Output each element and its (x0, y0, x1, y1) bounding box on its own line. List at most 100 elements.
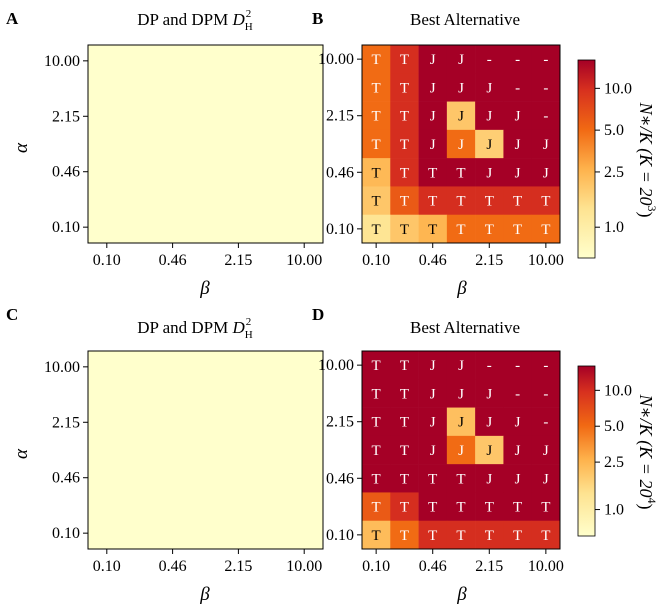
heatmap-cell (531, 101, 561, 131)
cell-label: T (456, 165, 465, 181)
heatmap-cell (390, 351, 419, 380)
y-tick-label: 10.00 (318, 357, 354, 374)
heatmap-cell (390, 214, 419, 244)
axis-ticks: 0.10 0.46 2.15 10.00 0.10 0.46 2.15 10.00 (44, 53, 322, 269)
heatmap-cell (503, 464, 533, 493)
cell-label: T (428, 528, 437, 544)
cell-label: T (400, 500, 409, 516)
panel-title: DP and DPM DH2 (137, 8, 253, 33)
colorbar-ticks: 1.0 2.5 5.0 10.0 (595, 80, 632, 236)
cell-label: T (372, 386, 381, 402)
heatmap-cell (390, 435, 419, 465)
x-tick-label: 0.10 (93, 252, 121, 269)
heatmap-cell (390, 101, 419, 131)
y-tick-label: 2.15 (326, 108, 354, 125)
colorbar-tick-label: 10.0 (604, 80, 632, 97)
x-tick-label: 2.15 (475, 252, 503, 269)
axis-ticks: 0.10 0.46 2.15 10.00 0.10 0.46 2.15 10.00 (318, 357, 564, 575)
cell-label: - (543, 415, 548, 431)
x-tick-label: 0.46 (159, 558, 187, 575)
y-tick-label: 0.10 (52, 525, 80, 542)
cell-label: T (400, 194, 409, 210)
heatmap-cell (362, 129, 391, 159)
cell-label: J (458, 109, 464, 125)
y-axis-label: α (11, 448, 32, 459)
cell-label: T (400, 137, 409, 153)
cell-label: T (485, 194, 494, 210)
x-tick-label: 10.00 (528, 252, 564, 269)
heatmap-cell (446, 129, 476, 159)
heatmap-cell (418, 379, 448, 408)
x-axis-label: β (199, 278, 210, 299)
heatmap-cell (503, 407, 533, 437)
cell-label: - (515, 358, 520, 374)
y-tick-label: 2.15 (326, 414, 354, 431)
heatmap-cell (475, 45, 504, 74)
y-tick-label: 10.00 (44, 359, 80, 376)
cell-label: T (400, 80, 409, 96)
heatmap-cell (503, 158, 533, 187)
heatmap-cell (362, 435, 391, 465)
x-tick-label: 0.46 (159, 252, 187, 269)
cell-label: T (456, 528, 465, 544)
cell-label: T (400, 528, 409, 544)
cell-label: T (485, 528, 494, 544)
heatmap-cell (418, 158, 448, 187)
x-tick-label: 10.00 (286, 558, 322, 575)
cell-label: J (515, 137, 521, 153)
cell-label: T (513, 222, 522, 238)
heatmap-cell (390, 129, 419, 159)
cell-label: J (458, 52, 464, 68)
cell-label: T (456, 500, 465, 516)
panel-letter: C (6, 305, 18, 324)
cell-label: J (458, 443, 464, 459)
heatmap-cell (503, 492, 533, 522)
heatmap-cell (362, 186, 391, 216)
cell-label: T (485, 500, 494, 516)
cell-label: J (543, 137, 549, 153)
axis-ticks: 0.10 0.46 2.15 10.00 0.10 0.46 2.15 10.00 (318, 51, 564, 269)
heatmap-cell (362, 351, 391, 380)
heatmap-cell (390, 492, 419, 522)
heatmap-grid: T T J J - - -T T J J J - -T T J J J J -T T J J J J JT T T T J J JT T T T T… (361, 44, 561, 244)
cell-label: J (486, 109, 492, 125)
heatmap-cell (475, 379, 504, 408)
cell-label: - (515, 52, 520, 68)
cell-label: T (400, 165, 409, 181)
panel-a: A DP and DPM DH2 0.10 0.46 2.15 10.000.100.… (6, 8, 324, 299)
cell-label: T (428, 222, 437, 238)
colorbar-tick-label: 2.5 (604, 164, 624, 181)
cell-label: T (400, 415, 409, 431)
heatmap-cell (446, 158, 476, 187)
cell-label: T (456, 471, 465, 487)
heatmap-cell (475, 129, 504, 159)
heatmap-cell (446, 351, 476, 380)
cell-label: J (486, 415, 492, 431)
heatmap-cell (503, 73, 533, 102)
cell-label: - (543, 386, 548, 402)
x-tick-label: 0.10 (362, 252, 390, 269)
heatmap-cell (531, 492, 561, 522)
heatmap-cell (531, 186, 561, 216)
y-tick-label: 0.46 (326, 164, 354, 181)
heatmap-cell (418, 464, 448, 493)
heatmap-cell (446, 379, 476, 408)
heatmap-cell (390, 186, 419, 216)
panel-letter: B (312, 9, 323, 28)
cell-label: T (456, 222, 465, 238)
cell-label: J (486, 471, 492, 487)
heatmap-cell (446, 492, 476, 522)
cell-label: - (487, 358, 492, 374)
heatmap-cell (418, 492, 448, 522)
heatmap-cell (362, 492, 391, 522)
cell-label: T (541, 222, 550, 238)
cell-label: T (372, 500, 381, 516)
heatmap-cell (531, 45, 561, 74)
heatmap-cell (446, 407, 476, 437)
cell-label: J (486, 443, 492, 459)
heatmap-cell (503, 351, 533, 380)
colorbar-tick-label: 1.0 (604, 219, 624, 236)
cell-label: T (372, 165, 381, 181)
y-tick-label: 0.10 (326, 527, 354, 544)
y-tick-label: 10.00 (44, 53, 80, 70)
